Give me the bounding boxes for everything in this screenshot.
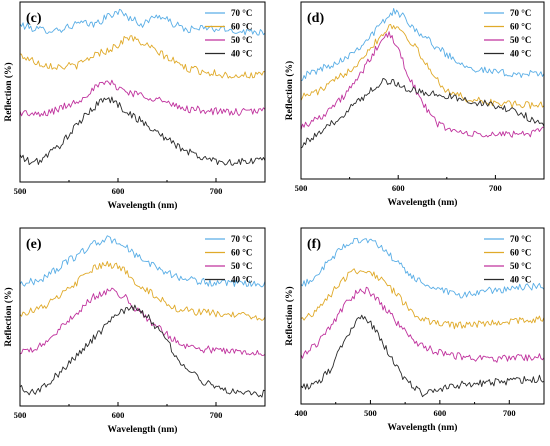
series-line-50c <box>300 31 545 138</box>
series-line-40c <box>300 77 545 149</box>
series-line-50c <box>19 79 266 117</box>
plot-frame <box>19 227 266 407</box>
legend-label-50c: 50 °C <box>231 35 252 45</box>
legend-label-70c: 70 °C <box>231 234 252 244</box>
plot-frame <box>300 1 545 180</box>
panel-label: (c) <box>26 11 42 26</box>
series-line-60c <box>300 23 545 109</box>
legend-label-50c: 50 °C <box>231 261 252 271</box>
series-line-70c <box>19 8 266 36</box>
series-line-50c <box>19 287 266 356</box>
legend-label-70c: 70 °C <box>231 8 252 18</box>
legend-label-40c: 40 °C <box>510 49 531 59</box>
legend-label-70c: 70 °C <box>510 8 531 18</box>
series-line-70c <box>300 237 545 299</box>
x-tick-label: 400 <box>295 408 308 418</box>
series-line-50c <box>300 286 545 363</box>
x-tick-label: 500 <box>295 183 308 193</box>
chart-panel-f: 400 500 600 700 Wavelength (nm) Reflection (%… <box>284 227 545 433</box>
series-line-40c <box>19 96 266 166</box>
legend-label-60c: 60 °C <box>510 22 531 32</box>
panel-label: (d) <box>307 11 324 26</box>
chart-panel-d: 500 600 700 Wavelength (nm) Reflection (%) (d… <box>284 1 545 208</box>
chart-panel-c: 500 600 700 Wavelength (nm) Reflection (%) (c… <box>3 1 266 211</box>
x-tick-label: 600 <box>433 408 446 418</box>
series-line-60c <box>19 35 266 79</box>
x-tick-label: 600 <box>112 410 125 420</box>
x-tick-label: 500 <box>14 186 27 196</box>
x-axis-title: Wavelength (nm) <box>108 200 178 211</box>
legend-label-60c: 60 °C <box>231 22 252 32</box>
x-tick-label: 700 <box>489 183 502 193</box>
y-axis-title: Reflection (%) <box>284 61 295 120</box>
x-tick-label: 500 <box>14 410 27 420</box>
legend-label-40c: 40 °C <box>231 49 252 59</box>
legend-label-60c: 60 °C <box>510 248 531 258</box>
legend-label-50c: 50 °C <box>510 261 531 271</box>
x-tick-label: 600 <box>392 183 405 193</box>
series-line-40c <box>19 304 266 398</box>
x-axis-title: Wavelength (nm) <box>108 424 178 435</box>
series-line-40c <box>300 314 545 398</box>
series-line-60c <box>300 268 545 330</box>
x-tick-label: 700 <box>210 186 223 196</box>
series-line-70c <box>300 7 545 82</box>
series-line-60c <box>19 261 266 321</box>
chart-panel-e: 500 600 700 Wavelength (nm) Reflection (%) (e… <box>3 227 266 435</box>
legend-label-40c: 40 °C <box>510 275 531 285</box>
legend-label-40c: 40 °C <box>231 275 252 285</box>
legend-label-70c: 70 °C <box>510 234 531 244</box>
legend-label-60c: 60 °C <box>231 248 252 258</box>
x-axis-title: Wavelength (nm) <box>388 422 458 433</box>
y-axis-title: Reflection (%) <box>3 62 14 121</box>
panel-label: (e) <box>26 237 42 252</box>
legend-label-50c: 50 °C <box>510 35 531 45</box>
series-line-70c <box>19 235 266 288</box>
x-tick-label: 700 <box>503 408 516 418</box>
y-axis-title: Reflection (%) <box>284 286 295 345</box>
x-tick-label: 600 <box>112 186 125 196</box>
plot-frame <box>19 1 266 183</box>
x-tick-label: 500 <box>364 408 377 418</box>
y-axis-title: Reflection (%) <box>3 287 14 346</box>
x-tick-label: 700 <box>210 410 223 420</box>
panel-label: (f) <box>307 237 321 252</box>
x-axis-title: Wavelength (nm) <box>388 197 458 208</box>
plot-frame <box>300 227 545 405</box>
